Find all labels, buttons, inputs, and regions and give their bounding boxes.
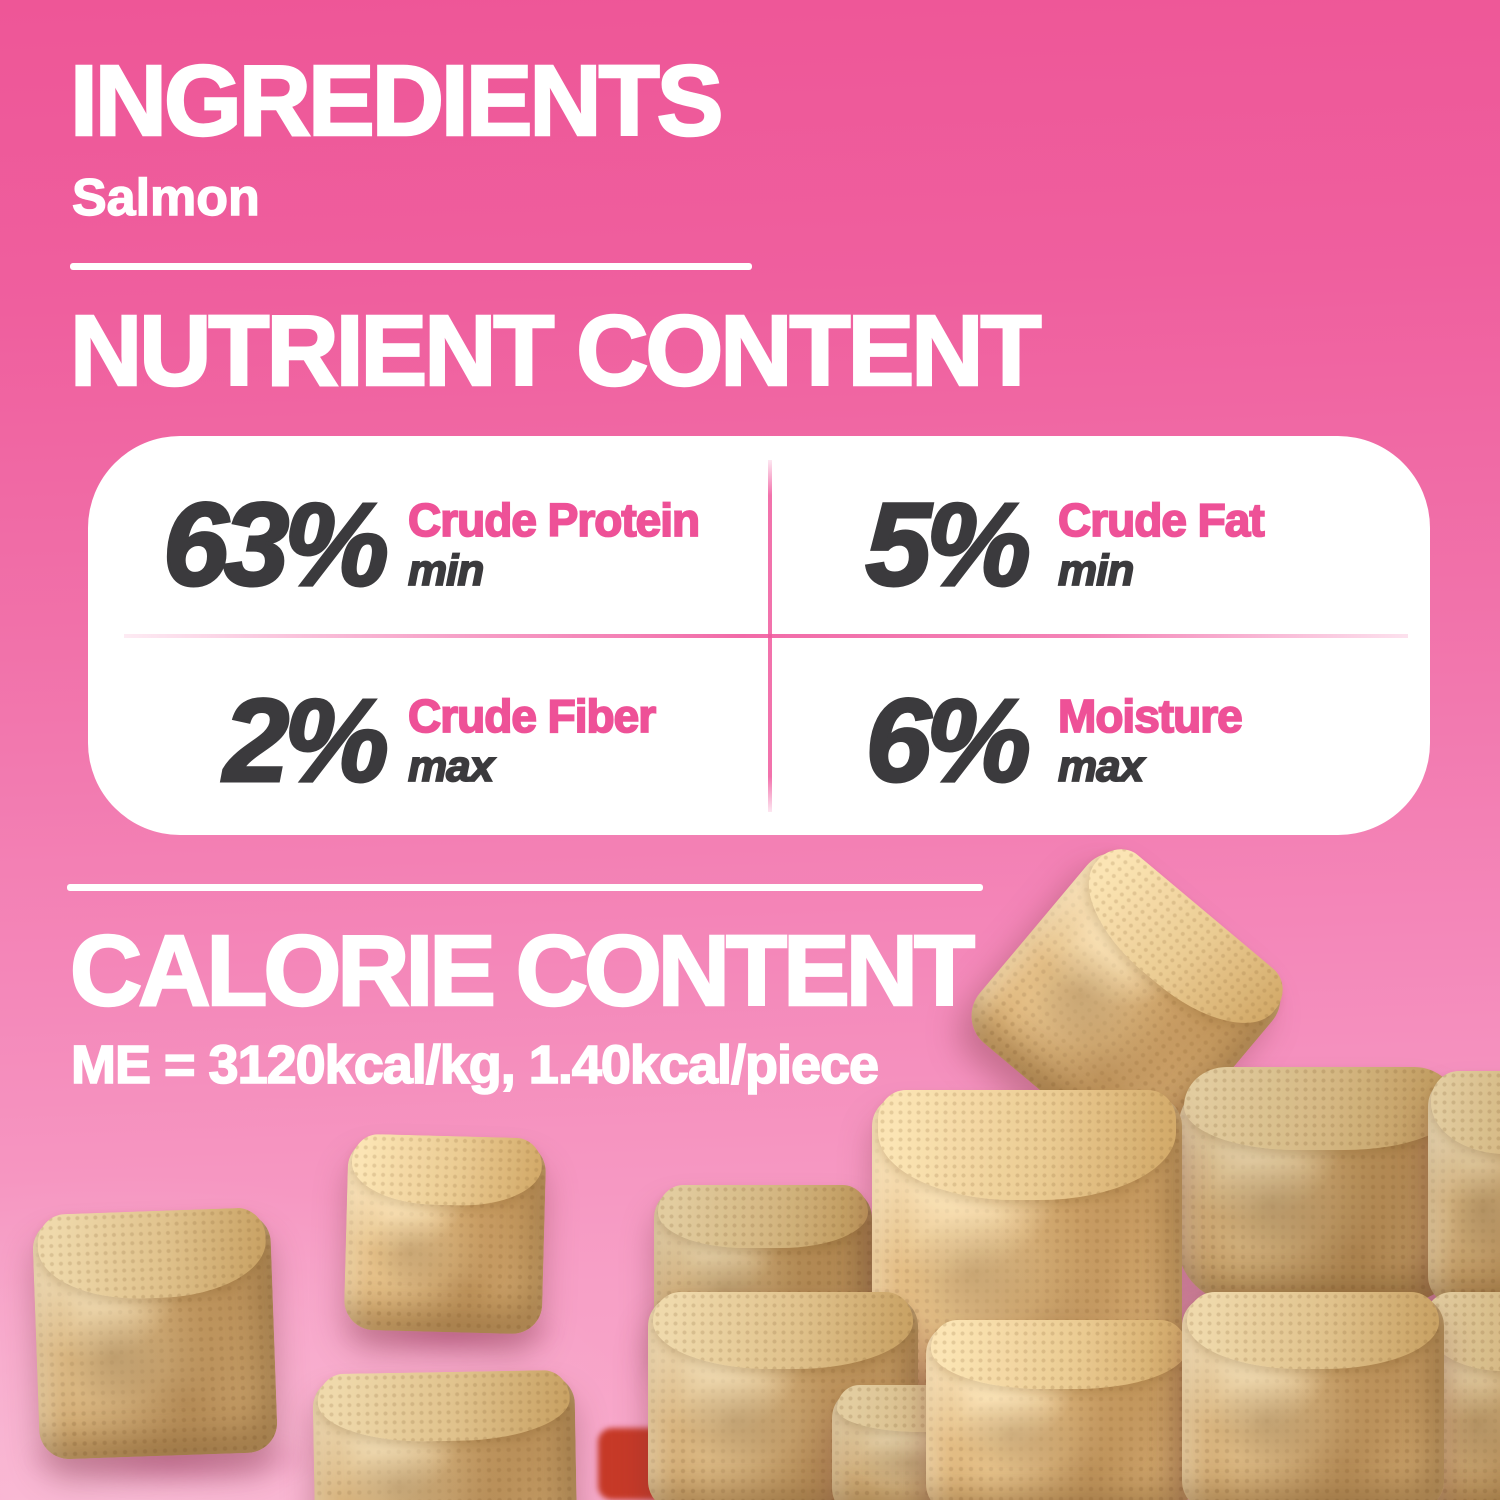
nutrient-label: Crude Fiber [407,689,657,742]
nutrient-value: 2% [222,674,391,807]
nutrient-grid-horizontal-divider [124,634,1408,638]
nutrient-value: 63% [161,478,390,611]
nutrient-qualifier: max [1057,741,1145,791]
nutrient-value: 6% [864,674,1033,807]
nutrient-qualifier: min [407,545,485,595]
nutrient-cell-moisture: 6% Moisture max [774,666,1394,816]
treat-cube [1178,1067,1463,1302]
ingredients-value: Salmon [71,169,260,227]
nutrient-qualifier: max [407,741,495,791]
calorie-section-title: CALORIE CONTENT [69,915,977,1027]
nutrient-label: Crude Fat [1057,493,1265,546]
treat-cube [1182,1291,1444,1500]
treat-cube [343,1137,547,1335]
nutrient-label: Moisture [1057,689,1243,742]
nutrient-qualifier: min [1057,545,1135,595]
ingredients-title: INGREDIENTS [69,45,725,157]
nutrient-label: Crude Protein [407,493,701,546]
nutrient-cell-crude-protein: 63% Crude Protein min [134,470,744,620]
nutrient-section-title: NUTRIENT CONTENT [69,295,1043,407]
treat-cube [312,1373,578,1500]
calorie-value: ME = 3120kcal/kg, 1.40kcal/piece [70,1034,880,1095]
treat-cube [926,1320,1192,1500]
nutrient-cell-crude-fat: 5% Crude Fat min [774,470,1394,620]
nutrient-cell-crude-fiber: 2% Crude Fiber max [134,666,744,816]
nutrient-card: 63% Crude Protein min 5% Crude Fat min 2… [88,436,1430,835]
section-divider [70,263,752,270]
nutrient-value: 5% [864,478,1033,611]
section-divider [67,884,983,891]
treat-cube [31,1211,279,1461]
treat-cube [1428,1071,1500,1306]
